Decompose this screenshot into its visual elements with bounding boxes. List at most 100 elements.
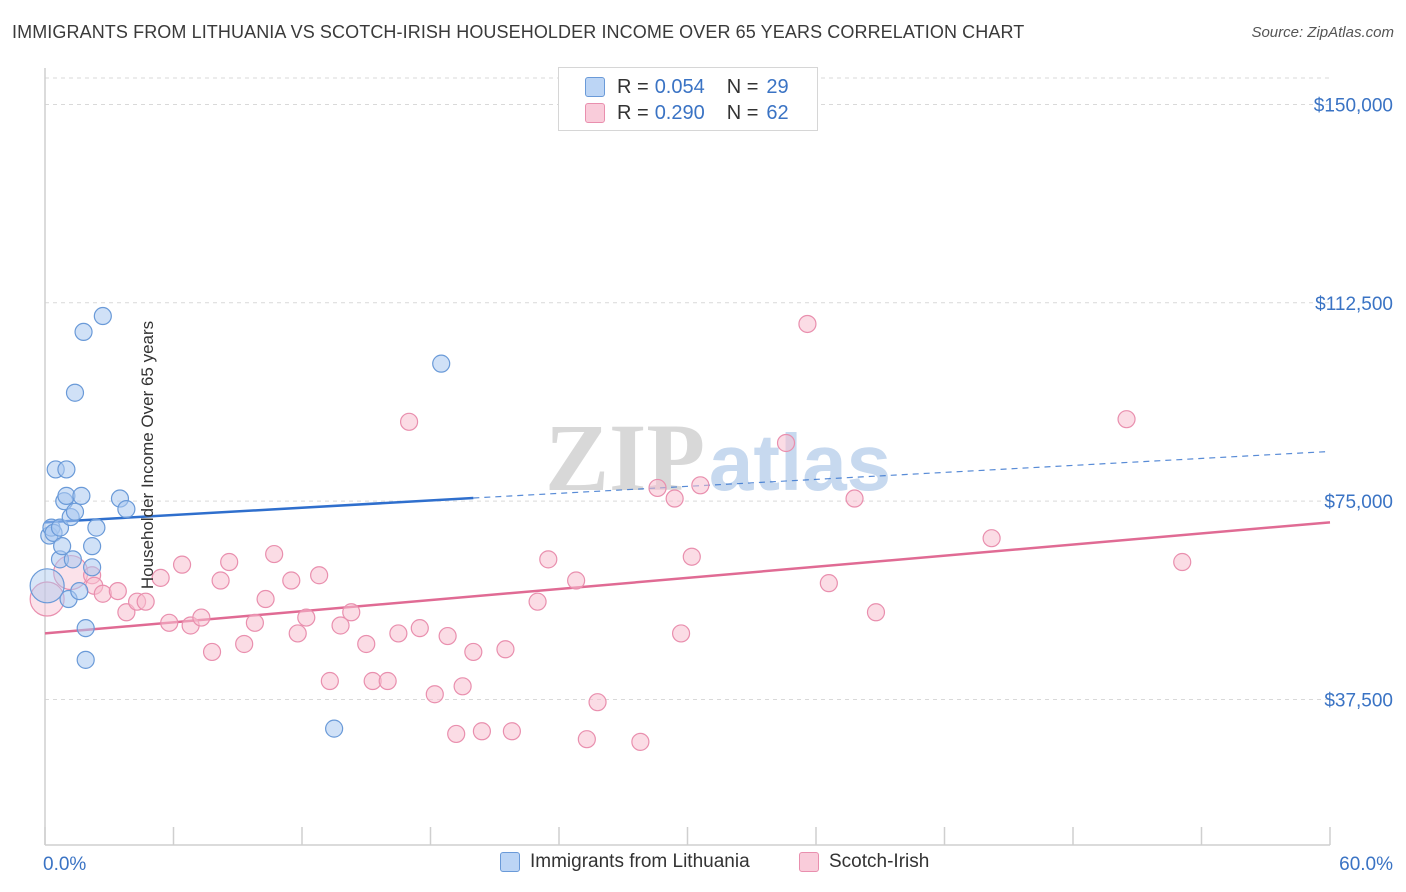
point-scotch-irish bbox=[671, 624, 691, 643]
point-scotch-irish bbox=[288, 624, 307, 643]
point-scotch-irish bbox=[648, 478, 667, 498]
point-scotch-irish bbox=[528, 592, 547, 611]
legend-row-scotch-irish: R = 0.290 N = 62 bbox=[585, 100, 789, 126]
legend-swatch-blue bbox=[585, 77, 605, 97]
point-lithuania bbox=[29, 568, 65, 604]
point-scotch-irish bbox=[453, 677, 472, 696]
series-legend-lithuania[interactable]: Immigrants from Lithuania bbox=[500, 851, 750, 873]
point-scotch-irish bbox=[1117, 410, 1136, 429]
point-lithuania bbox=[72, 486, 91, 505]
point-scotch-irish bbox=[438, 626, 457, 646]
point-lithuania bbox=[65, 502, 85, 521]
point-scotch-irish bbox=[282, 571, 301, 590]
legend-row-lithuania: R = 0.054 N = 29 bbox=[585, 74, 789, 100]
point-scotch-irish bbox=[342, 603, 361, 622]
watermark: ZIP atlas bbox=[545, 404, 891, 511]
x-tick-label-max: 60.0% bbox=[1339, 854, 1393, 875]
point-scotch-irish bbox=[235, 634, 254, 654]
point-lithuania bbox=[117, 500, 136, 519]
point-scotch-irish bbox=[357, 634, 376, 654]
point-lithuania bbox=[83, 537, 102, 556]
point-scotch-irish bbox=[399, 412, 419, 431]
legend-n-value: 29 bbox=[766, 75, 789, 98]
point-lithuania bbox=[76, 619, 95, 638]
series-legend: Immigrants from Lithuania Scotch-Irish bbox=[0, 851, 1406, 877]
trend-line-scotch-irish bbox=[44, 521, 1331, 635]
series-swatch-blue bbox=[500, 852, 520, 872]
point-scotch-irish bbox=[631, 732, 650, 751]
point-lithuania bbox=[63, 550, 82, 569]
point-lithuania bbox=[70, 581, 89, 601]
point-scotch-irish bbox=[665, 489, 684, 508]
legend-n-label: N = bbox=[726, 101, 759, 124]
y-tick-label: $150,000 bbox=[1314, 95, 1393, 116]
series-legend-scotch-irish[interactable]: Scotch-Irish bbox=[799, 851, 929, 873]
point-lithuania bbox=[432, 354, 451, 373]
point-lithuania bbox=[53, 537, 72, 556]
point-scotch-irish bbox=[192, 608, 211, 627]
point-scotch-irish bbox=[502, 722, 521, 741]
point-lithuania bbox=[65, 383, 85, 402]
legend-swatch-pink bbox=[585, 103, 605, 123]
point-scotch-irish bbox=[310, 566, 329, 585]
point-scotch-irish bbox=[1173, 552, 1192, 572]
points-layer bbox=[29, 306, 1192, 751]
y-tick-label: $112,500 bbox=[1315, 294, 1393, 315]
legend-r-label: R = bbox=[617, 75, 649, 98]
point-scotch-irish bbox=[682, 547, 701, 566]
point-lithuania bbox=[74, 322, 93, 342]
point-scotch-irish bbox=[798, 314, 817, 334]
point-scotch-irish bbox=[93, 584, 112, 603]
point-scotch-irish bbox=[297, 608, 316, 627]
x-tick-label-min: 0.0% bbox=[43, 854, 86, 875]
chart-title: IMMIGRANTS FROM LITHUANIA VS SCOTCH-IRIS… bbox=[12, 22, 1025, 42]
point-lithuania bbox=[87, 518, 106, 537]
point-scotch-irish bbox=[220, 552, 239, 572]
series-name: Immigrants from Lithuania bbox=[530, 851, 750, 872]
point-lithuania bbox=[76, 650, 95, 669]
point-scotch-irish bbox=[136, 592, 155, 611]
y-tick-labels: $150,000 $112,500 $75,000 $37,500 bbox=[1314, 95, 1393, 711]
watermark-atlas: atlas bbox=[709, 418, 891, 507]
series-swatch-pink bbox=[799, 852, 819, 872]
point-scotch-irish bbox=[588, 693, 607, 712]
point-lithuania bbox=[83, 558, 102, 577]
legend-n-label: N = bbox=[726, 75, 759, 98]
point-scotch-irish bbox=[982, 529, 1001, 548]
point-scotch-irish bbox=[776, 433, 796, 453]
trend-line-lithuania bbox=[44, 496, 474, 524]
legend-r-value: 0.054 bbox=[654, 75, 705, 98]
grid-layer bbox=[45, 77, 1330, 701]
point-scotch-irish bbox=[472, 722, 491, 741]
point-scotch-irish bbox=[211, 571, 230, 590]
point-scotch-irish bbox=[172, 555, 192, 574]
point-scotch-irish bbox=[256, 589, 275, 609]
point-scotch-irish bbox=[691, 476, 710, 495]
y-tick-label: $37,500 bbox=[1324, 691, 1393, 712]
x-tick-labels: 0.0% 60.0% bbox=[43, 854, 1393, 875]
legend-n-value: 62 bbox=[766, 101, 789, 124]
legend-r-label: R = bbox=[617, 101, 649, 124]
point-scotch-irish bbox=[447, 724, 466, 744]
point-scotch-irish bbox=[265, 544, 284, 564]
point-scotch-irish bbox=[567, 571, 586, 590]
point-scotch-irish bbox=[202, 642, 222, 662]
source-label: Source: ZipAtlas.com bbox=[1251, 24, 1394, 41]
point-scotch-irish bbox=[464, 642, 483, 662]
point-scotch-irish bbox=[245, 613, 264, 632]
point-scotch-irish bbox=[819, 574, 838, 593]
legend-r-value: 0.290 bbox=[654, 101, 705, 124]
point-scotch-irish bbox=[108, 581, 127, 601]
axis-layer bbox=[44, 68, 1331, 846]
stats-legend: R = 0.054 N = 29 R = 0.290 N = 62 bbox=[558, 67, 818, 131]
point-scotch-irish bbox=[845, 489, 864, 508]
y-axis-label: Householder Income Over 65 years bbox=[138, 320, 158, 590]
point-scotch-irish bbox=[320, 671, 339, 691]
point-scotch-irish bbox=[331, 616, 350, 635]
point-scotch-irish bbox=[410, 619, 429, 638]
point-lithuania bbox=[325, 719, 344, 738]
y-tick-label: $75,000 bbox=[1324, 492, 1393, 513]
point-scotch-irish bbox=[866, 603, 886, 622]
point-scotch-irish bbox=[389, 624, 408, 643]
point-scotch-irish bbox=[496, 640, 515, 659]
